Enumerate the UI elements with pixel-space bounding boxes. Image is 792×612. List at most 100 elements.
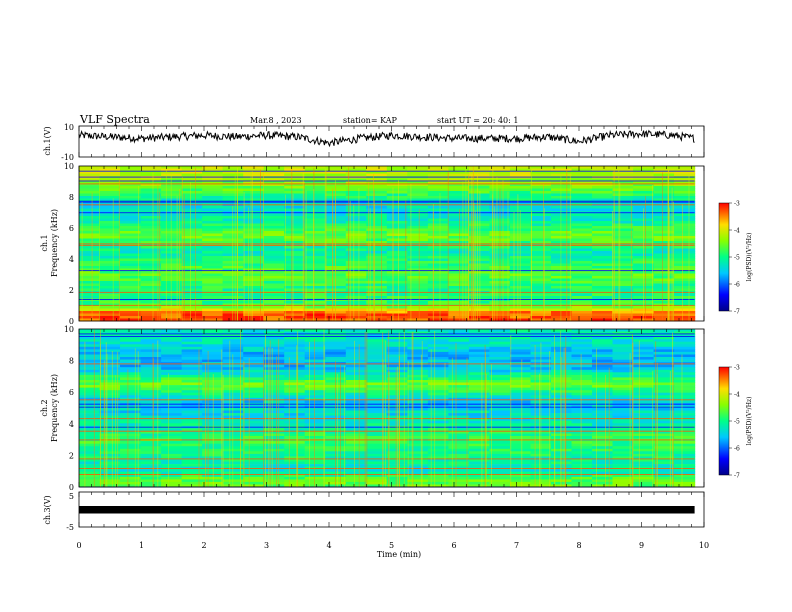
ch2-spec-cell bbox=[509, 410, 531, 414]
ch2-colorbar-label: log(PSD)(V²/Hz) bbox=[746, 397, 753, 446]
ch1-spec-cell bbox=[284, 213, 306, 217]
ch2-spec-sferic bbox=[434, 331, 436, 487]
ch2-spec-sferic bbox=[596, 348, 597, 487]
ch1-spec-cell bbox=[181, 261, 203, 264]
ch2-spec-cell bbox=[448, 349, 470, 353]
ch1-spec-cell bbox=[407, 308, 429, 312]
ch1-spec-cell bbox=[468, 313, 490, 317]
ch2-spec-cell bbox=[140, 418, 162, 422]
ch2-spec-cell bbox=[304, 481, 326, 485]
ch2-spec-cell bbox=[468, 331, 490, 335]
ch2-spec-sferic bbox=[276, 356, 277, 487]
ch2-spec-cell bbox=[489, 476, 511, 480]
ch1-spec-cell bbox=[612, 311, 634, 314]
ch1-spec-cell bbox=[243, 196, 265, 199]
ch2-spec-cell bbox=[674, 443, 696, 447]
ch2-spec-cell bbox=[366, 418, 388, 422]
ch1-spec-cell bbox=[407, 248, 429, 252]
ch1-spec-cell bbox=[468, 238, 490, 242]
ch1-spec-cell bbox=[345, 218, 367, 222]
ch1-spec-cell bbox=[304, 283, 326, 287]
ch2-spec-cell bbox=[407, 377, 429, 381]
ch2-spec-cell bbox=[99, 430, 121, 434]
ch2-spec-cell bbox=[99, 448, 121, 452]
ch2-spec-cell bbox=[99, 372, 121, 376]
ch1-spec-cell bbox=[222, 191, 244, 194]
ch1-spec-cell bbox=[181, 283, 203, 287]
ch1-spec-cell bbox=[222, 271, 244, 274]
ch1-spec-cell bbox=[222, 196, 244, 199]
ch1-spec-cell bbox=[468, 188, 490, 192]
ch2-spec-cell bbox=[181, 476, 203, 480]
ch1-spec-cell bbox=[161, 236, 183, 239]
ch1-spec-cell bbox=[674, 253, 696, 257]
ch2-spec-cell bbox=[263, 418, 285, 422]
ch1-spec-cell bbox=[633, 171, 655, 174]
ch1-spec-cell bbox=[181, 241, 203, 244]
ch2-spec-cell bbox=[592, 433, 614, 437]
ch2-spec-cell bbox=[633, 367, 655, 371]
ch1-spec-cell bbox=[386, 248, 408, 252]
ch1-spec-cell bbox=[99, 261, 121, 264]
ch2-spec-cell bbox=[489, 456, 511, 460]
ch1-spec-cell bbox=[79, 311, 101, 314]
ch2-spec-sferic bbox=[444, 362, 446, 487]
ch1-spec-cell bbox=[468, 191, 490, 194]
ch2-spec-line-band bbox=[79, 403, 695, 405]
ch1-spec-cell bbox=[263, 181, 285, 184]
ch2-spec-cell bbox=[366, 341, 388, 345]
ch1-spec-cell bbox=[674, 181, 696, 184]
ch1-spec-cell bbox=[181, 306, 203, 309]
ch1-spec-cell bbox=[284, 301, 306, 304]
ch1-spec-cell bbox=[386, 233, 408, 237]
ch1-spec-cell bbox=[263, 236, 285, 239]
ch2-spec-cell bbox=[571, 387, 593, 391]
ch2-spec-cell bbox=[181, 446, 203, 450]
ch2-spec-cell bbox=[366, 397, 388, 401]
ch2-spec-cell bbox=[263, 484, 285, 488]
ch2-spec-cell bbox=[489, 346, 511, 350]
ch1-spec-cell bbox=[612, 223, 634, 227]
ch1-spec-cell bbox=[99, 271, 121, 274]
ch1-spec-cell bbox=[571, 248, 593, 252]
ch1-spec-cell bbox=[468, 206, 490, 209]
ch2-spec-cell bbox=[468, 484, 490, 488]
ch2-spec-cell bbox=[612, 354, 634, 358]
ch2-spec-cell bbox=[571, 385, 593, 388]
ch1-spec-cell bbox=[120, 241, 142, 244]
ch2-spec-cell bbox=[161, 372, 183, 376]
ch1-spec-cell bbox=[263, 188, 285, 192]
ch2-spec-cell bbox=[633, 392, 655, 396]
ch1-spec-cell bbox=[222, 236, 244, 239]
ch2-spec-cell bbox=[345, 397, 367, 401]
ch2-spec-cell bbox=[592, 377, 614, 381]
ch1-spec-cell bbox=[551, 286, 573, 289]
ch1-spec-cell bbox=[345, 318, 367, 322]
ch2-spec-cell bbox=[120, 382, 142, 386]
ch1-spec-cell bbox=[592, 258, 614, 262]
ch1-spec-sferic bbox=[118, 178, 120, 321]
ch1-spec-cell bbox=[592, 261, 614, 264]
ch1-spec-cell bbox=[284, 166, 306, 169]
ch1-spec-cell bbox=[366, 316, 388, 319]
ch1-spec-cell bbox=[263, 258, 285, 262]
ch1-spec-cell bbox=[386, 293, 408, 297]
ch1-spec-cell bbox=[468, 253, 490, 257]
ch1-spec-cell bbox=[530, 258, 552, 262]
ch2-spec-cell bbox=[592, 382, 614, 386]
ch2-spec-cell bbox=[468, 479, 490, 483]
ch2-spec-cell bbox=[653, 413, 675, 416]
ch1-spec-cell bbox=[284, 196, 306, 199]
ch1-spec-cell bbox=[448, 181, 470, 184]
ch2-spec-cell bbox=[366, 408, 388, 411]
ch1-spec-cell bbox=[571, 253, 593, 257]
ch2-spec-cell bbox=[407, 481, 429, 485]
ch2-spec-cell bbox=[120, 415, 142, 419]
ch1-spec-cell bbox=[161, 281, 183, 284]
ch2-spec-cell bbox=[571, 479, 593, 483]
ch2-spec-cell bbox=[489, 461, 511, 465]
ch2-spec-cell bbox=[571, 336, 593, 340]
ch2-spec-cell bbox=[243, 481, 265, 485]
ch2-spec-cell bbox=[181, 372, 203, 376]
ch1-spec-cell bbox=[592, 293, 614, 297]
